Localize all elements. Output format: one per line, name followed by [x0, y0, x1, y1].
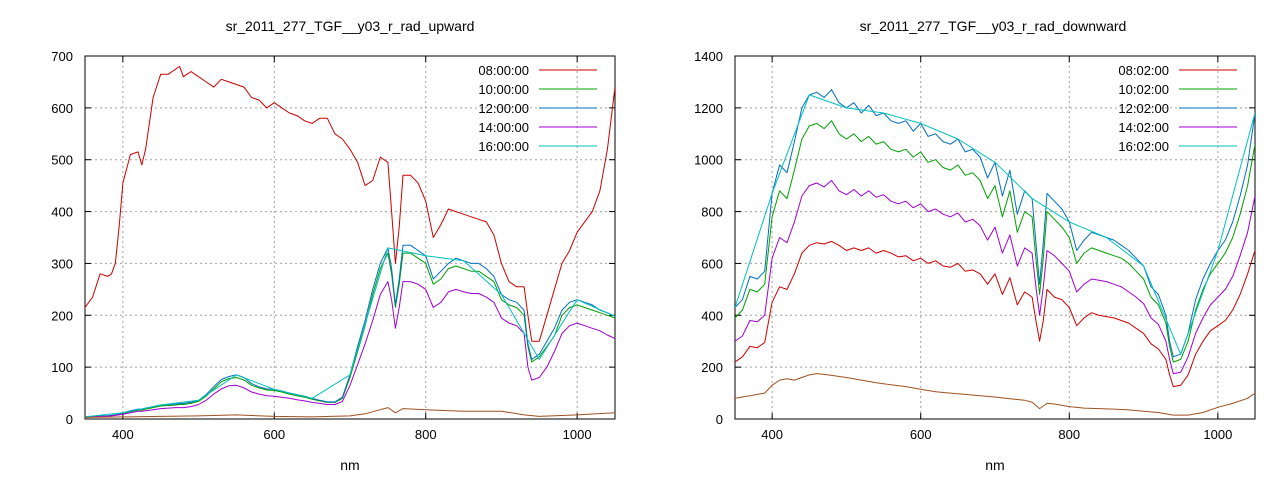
series-line-2	[735, 120, 1255, 363]
chart-title: sr_2011_277_TGF__y03_r_rad_downward	[860, 18, 1127, 34]
y-tick-label: 200	[701, 360, 723, 375]
legend-label: 10:00:00	[478, 82, 529, 97]
series-line-3	[85, 244, 615, 418]
y-tick-label: 600	[701, 256, 723, 271]
legend-label: 08:00:00	[478, 63, 529, 78]
x-tick-label: 800	[1058, 427, 1080, 442]
x-tick-label: 600	[263, 427, 285, 442]
series-line-4	[85, 281, 615, 418]
legend-label: 16:02:00	[1118, 139, 1169, 154]
y-tick-label: 400	[701, 308, 723, 323]
x-tick-label: 1000	[563, 427, 592, 442]
series-line-1	[735, 240, 1255, 388]
x-axis-label: nm	[985, 457, 1004, 473]
x-tick-label: 600	[910, 427, 932, 442]
y-tick-label: 200	[51, 308, 73, 323]
y-tick-label: 1200	[694, 101, 723, 116]
legend-label: 08:02:00	[1118, 63, 1169, 78]
series-group	[85, 65, 615, 418]
y-tick-label: 1000	[694, 153, 723, 168]
y-tick-label: 100	[51, 360, 73, 375]
y-tick-label: 300	[51, 256, 73, 271]
series-line-3	[735, 89, 1255, 358]
legend-label: 16:00:00	[478, 139, 529, 154]
y-tick-label: 800	[701, 205, 723, 220]
series-group	[735, 89, 1255, 416]
plot-frame	[84, 55, 616, 420]
series-line-2	[85, 252, 615, 418]
series-line-1	[85, 65, 615, 342]
chart-title: sr_2011_277_TGF__y03_r_rad_upward	[226, 18, 475, 34]
series-line-4	[735, 180, 1255, 375]
legend-label: 12:02:00	[1118, 101, 1169, 116]
plot-frame	[734, 55, 1256, 420]
x-tick-label: 400	[112, 427, 134, 442]
series-line-6	[85, 407, 615, 418]
y-tick-label: 0	[716, 412, 723, 427]
y-tick-label: 400	[51, 205, 73, 220]
chart-panel-1: sr_2011_277_TGF__y03_r_rad_upward 400 600 8…	[51, 18, 616, 473]
y-tick-label: 700	[51, 49, 73, 64]
legend-label: 12:00:00	[478, 101, 529, 116]
chart-panel-2: sr_2011_277_TGF__y03_r_rad_downward 400 60…	[694, 18, 1256, 473]
y-tick-label: 1400	[694, 49, 723, 64]
x-tick-label: 1000	[1203, 427, 1232, 442]
legend-label: 10:02:00	[1118, 82, 1169, 97]
legend-label: 14:00:00	[478, 120, 529, 135]
legend-label: 14:02:00	[1118, 120, 1169, 135]
x-axis-label: nm	[340, 457, 359, 473]
x-tick-label: 800	[415, 427, 437, 442]
y-tick-label: 0	[66, 412, 73, 427]
series-line-5	[735, 94, 1255, 355]
x-tick-label: 400	[761, 427, 783, 442]
y-tick-label: 500	[51, 153, 73, 168]
series-line-6	[735, 373, 1255, 416]
y-tick-label: 600	[51, 101, 73, 116]
series-line-5	[85, 247, 615, 418]
